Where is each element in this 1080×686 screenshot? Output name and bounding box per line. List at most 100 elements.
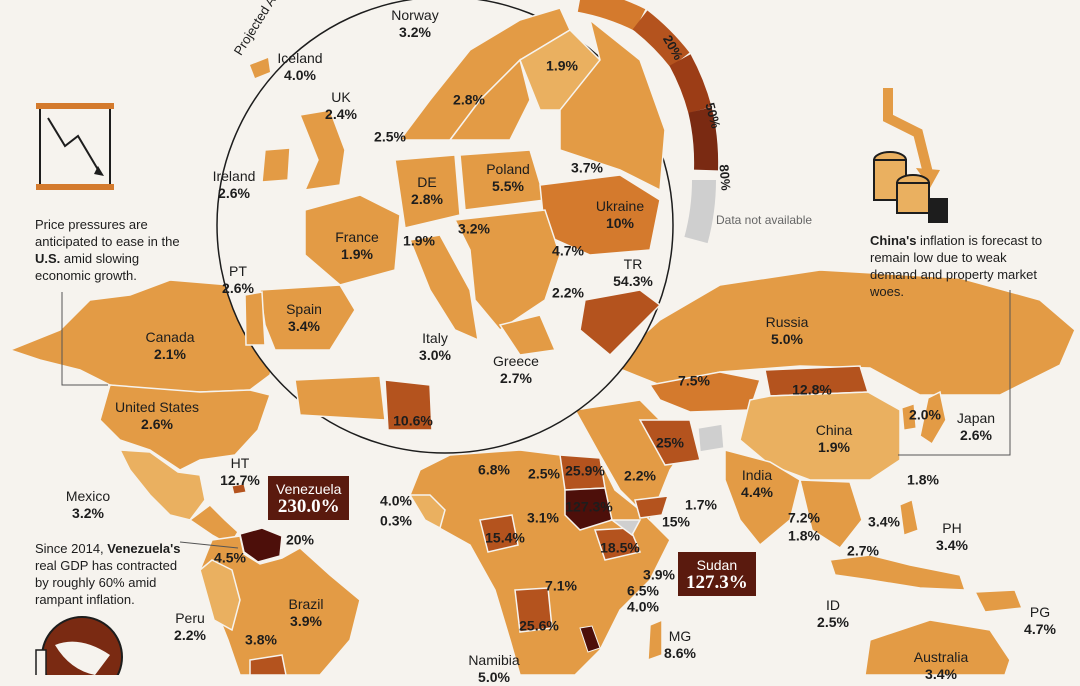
finland-value: 1.9% — [546, 57, 578, 74]
us-note-leader — [61, 292, 108, 386]
venezuela-callout: Venezuela 230.0% — [268, 476, 350, 520]
afghanistan-na-shape — [697, 423, 725, 453]
legend-na-label: Data not available — [716, 213, 813, 227]
italy-label: Italy 3.0% — [419, 330, 451, 363]
ukraine-label: Ukraine 10% — [595, 198, 645, 231]
chad-value: 3.1% — [527, 509, 559, 526]
switzerland-value: 1.9% — [403, 232, 435, 249]
legend-tick-80: 80% — [716, 163, 734, 192]
falling-coins-icon — [873, 88, 948, 223]
belarus-value: 3.7% — [571, 159, 603, 176]
central-america-shape — [188, 504, 239, 547]
sudan-shape — [564, 487, 613, 531]
de-label: DE 2.8% — [411, 174, 443, 207]
guyana-value: 20% — [285, 531, 315, 548]
mexico-label: Mexico 3.2% — [65, 488, 111, 521]
legend-band-na — [684, 179, 717, 244]
west-africa-shape — [408, 494, 446, 530]
indonesia-shape — [828, 554, 967, 591]
kazakhstan-value: 7.5% — [678, 372, 710, 389]
libya-value: 2.5% — [528, 465, 560, 482]
greece-shape — [498, 314, 557, 356]
uk-shape — [298, 109, 346, 191]
color-legend — [577, 0, 719, 244]
brazil-label: Brazil 3.9% — [288, 596, 324, 629]
taiwan-value: 1.8% — [907, 471, 939, 488]
romania-value: 4.7% — [552, 242, 584, 259]
norway-label: Norway 3.2% — [391, 7, 439, 40]
ethiopia-shape — [593, 527, 642, 561]
ireland-shape — [261, 147, 291, 183]
korea-shape — [901, 403, 917, 431]
bolivia-value: 3.8% — [245, 631, 277, 648]
oman-value: 1.7% — [685, 496, 717, 513]
us-label: United States 2.6% — [114, 399, 200, 432]
namibia-label: Namibia 5.0% — [468, 652, 520, 685]
yemen-value: 15% — [661, 513, 691, 530]
mexico-shape — [118, 449, 206, 521]
se-asia-shape — [799, 479, 863, 549]
legend-band-1 — [577, 0, 646, 31]
nl-value: 2.5% — [374, 128, 406, 145]
china-note: China's inflation is forecast to remain … — [870, 233, 1043, 299]
mongolia-value: 12.8% — [792, 381, 832, 398]
india-shape — [724, 449, 801, 547]
china-note-leader — [898, 290, 1011, 456]
russia-shape — [608, 269, 1076, 396]
europe-inset — [244, 7, 666, 431]
iran-shape — [638, 419, 701, 466]
saudi-value: 2.2% — [624, 467, 656, 484]
argentina-shape — [249, 654, 287, 675]
chart-board-icon — [36, 103, 114, 190]
germany-shape — [394, 154, 461, 229]
ht-label: HT 12.7% — [220, 455, 260, 488]
hungary-value: 3.2% — [458, 220, 490, 237]
ireland-label: Ireland 2.6% — [212, 168, 256, 201]
nigeria-shape — [479, 514, 519, 553]
us-note: Price pressures are anticipated to ease … — [35, 217, 180, 283]
peru-shape — [199, 559, 241, 632]
portugal-shape — [244, 291, 266, 346]
malaysia-value: 2.7% — [847, 542, 879, 559]
yemen-shape — [634, 495, 670, 519]
sudan-callout: Sudan 127.3% — [678, 552, 756, 596]
malawi-shape — [579, 625, 601, 653]
tr-label: TR 54.3% — [613, 256, 653, 289]
japan-shape — [919, 390, 947, 446]
korea-value: 2.0% — [909, 406, 941, 423]
vietnam-value: 3.4% — [868, 513, 900, 530]
myanmar-value: 7.2% — [788, 509, 820, 526]
mg-label: MG 8.6% — [664, 628, 696, 661]
madagascar-shape — [647, 618, 663, 662]
legend-band-3 — [669, 54, 712, 114]
kenya-value: 3.9% — [643, 566, 675, 583]
legend-band-4 — [688, 107, 719, 171]
balkans-shape — [453, 209, 561, 331]
drc-value: 7.1% — [545, 577, 577, 594]
bulgaria-value: 2.2% — [552, 284, 584, 301]
spain-shape — [259, 284, 356, 351]
id-label: ID 2.5% — [817, 597, 849, 630]
mozambique-value: 4.0% — [627, 598, 659, 615]
philippines-shape — [899, 499, 919, 536]
india-label: India 4.4% — [741, 467, 773, 500]
greece-label: Greece 2.7% — [493, 353, 539, 386]
colombia-value: 4.5% — [214, 549, 246, 566]
france-label: France 1.9% — [335, 229, 379, 262]
peru-label: Peru 2.2% — [174, 610, 206, 643]
nigeria-value: 15.4% — [485, 529, 525, 546]
australia-label: Australia 3.4% — [913, 649, 969, 682]
turkey-shape — [579, 289, 662, 357]
iceland-label: Iceland 4.0% — [277, 50, 323, 83]
poland-label: Poland 5.5% — [486, 161, 530, 194]
usa-shape — [99, 384, 271, 471]
tanzania-value: 6.5% — [627, 582, 659, 599]
algeria-shape — [294, 375, 386, 421]
iran-value: 25% — [655, 434, 685, 451]
uk-label: UK 2.4% — [325, 89, 357, 122]
china-label: China 1.9% — [815, 422, 853, 455]
japan-label: Japan 2.6% — [956, 410, 996, 443]
angola-shape — [514, 587, 553, 633]
sudan-map-value: 127.3% — [565, 498, 613, 515]
sweden-shape — [448, 58, 531, 141]
